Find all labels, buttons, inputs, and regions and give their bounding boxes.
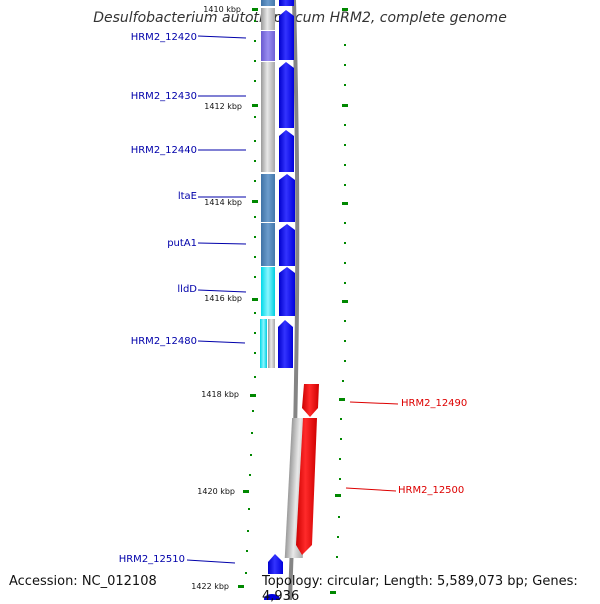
gene-arrow[interactable]	[279, 174, 295, 222]
gene-arrow[interactable]	[302, 384, 319, 417]
map-title: Desulfobacterium autotrophicum HRM2, com…	[93, 10, 507, 26]
gene-arrow[interactable]	[279, 130, 294, 172]
gene-arrow[interactable]	[279, 10, 294, 60]
gene-label[interactable]: HRM2_12430	[131, 91, 197, 102]
gene-arrow[interactable]	[279, 62, 294, 128]
scale-labels: 1410 kbp 1412 kbp 1414 kbp 1416 kbp 1418…	[191, 5, 242, 591]
forward-strand-genes	[296, 384, 319, 555]
tick-label: 1416 kbp	[204, 294, 242, 303]
right-dash-track	[336, 44, 346, 558]
gene-label[interactable]: HRM2_12500	[398, 485, 464, 496]
gene-label[interactable]: HRM2_12510	[119, 554, 185, 565]
tick-label: 1422 kbp	[191, 582, 229, 591]
gene-arrow[interactable]	[279, 224, 295, 266]
gene-labels: HRM2_12420 HRM2_12430 HRM2_12440 ltaE pu…	[119, 32, 468, 565]
gene-label[interactable]: HRM2_12440	[131, 145, 197, 156]
gene-label[interactable]: ltaE	[178, 191, 197, 202]
tick-label: 1418 kbp	[201, 390, 239, 399]
tick-label: 1410 kbp	[203, 5, 241, 14]
label-leaders	[186, 35, 399, 564]
major-ticks	[238, 8, 348, 594]
reverse-strand-genes	[264, 0, 295, 600]
tick-label: 1414 kbp	[204, 198, 242, 207]
gene-label[interactable]: HRM2_12420	[131, 32, 197, 43]
left-dash-track	[245, 20, 256, 574]
tick-label: 1420 kbp	[197, 487, 235, 496]
gene-label[interactable]: putA1	[167, 238, 197, 249]
gene-arrow[interactable]	[296, 418, 317, 555]
gene-label[interactable]: HRM2_12480	[131, 336, 197, 347]
gene-arrow[interactable]	[279, 267, 295, 316]
gene-arrow[interactable]	[278, 320, 293, 368]
tick-label: 1412 kbp	[204, 102, 242, 111]
gene-label[interactable]: HRM2_12490	[401, 398, 467, 409]
gene-label[interactable]: lldD	[177, 284, 197, 295]
cog-track	[260, 0, 311, 558]
accession-label: Accession: NC_012108	[9, 574, 157, 589]
gene-arrow[interactable]	[268, 554, 283, 574]
